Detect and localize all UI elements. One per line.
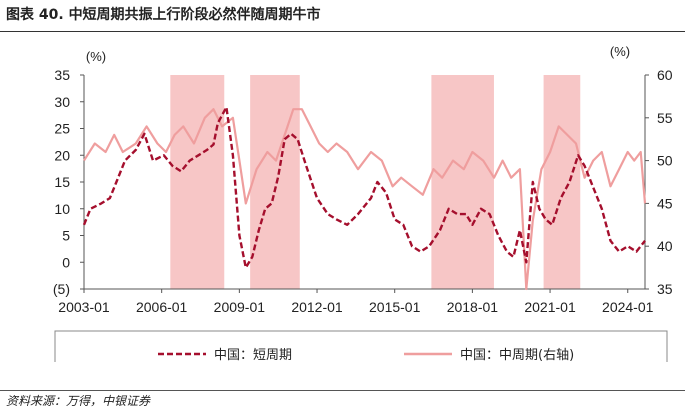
x-tick-label: 2018-01 [447, 299, 499, 315]
x-tick-label: 2015-01 [369, 299, 421, 315]
left-axis-unit: (%) [86, 49, 106, 64]
title-rule [0, 31, 685, 32]
x-tick-label: 2006-01 [136, 299, 188, 315]
right-tick-label: 45 [657, 195, 673, 211]
legend-box [54, 330, 668, 362]
left-tick-label: 25 [54, 121, 70, 137]
axes [80, 74, 649, 293]
x-tick-label: 2003-01 [58, 299, 110, 315]
legend-label-2: 中国：中周期(右轴) [460, 348, 574, 362]
shaded-period-1 [170, 75, 225, 289]
x-tick-label: 2021-01 [524, 299, 576, 315]
right-tick-label: 60 [657, 67, 673, 83]
footer-rule [0, 390, 685, 391]
legend-label-1: 中国：短周期 [214, 348, 292, 362]
left-tick-label: 5 [62, 228, 70, 244]
figure-label: 图表 40. [6, 7, 64, 23]
legend: 中国：短周期 中国：中周期(右轴) [54, 330, 668, 362]
left-tick-label: (5) [53, 281, 70, 297]
left-tick-label: 35 [54, 67, 70, 83]
figure-title: 图表 40. 中短周期共振上行阶段必然伴随周期牛市 [6, 4, 321, 24]
left-tick-label: 10 [54, 201, 70, 217]
shaded-period-4 [543, 75, 581, 289]
figure-title-text: 中短周期共振上行阶段必然伴随周期牛市 [68, 7, 321, 23]
shaded-period-2 [250, 75, 300, 289]
left-tick-label: 15 [54, 174, 70, 190]
right-tick-label: 35 [657, 281, 673, 297]
right-tick-label: 55 [657, 110, 673, 126]
x-tick-label: 2024-01 [602, 299, 654, 315]
right-axis-unit: (%) [610, 44, 630, 59]
source-note: 资料来源：万得，中银证券 [6, 394, 151, 408]
right-tick-label: 40 [657, 238, 673, 254]
series-line-medium-cycle [83, 108, 647, 291]
series-lines [82, 105, 647, 291]
right-tick-label: 50 [657, 153, 673, 169]
left-tick-label: 30 [54, 94, 70, 110]
shaded-period-3 [431, 75, 494, 289]
left-tick-label: 20 [54, 147, 70, 163]
left-tick-label: 0 [62, 254, 70, 270]
x-tick-label: 2009-01 [214, 299, 266, 315]
shaded-periods [170, 75, 581, 289]
series-line-short-cycle [82, 105, 646, 269]
x-tick-label: 2012-01 [291, 299, 343, 315]
